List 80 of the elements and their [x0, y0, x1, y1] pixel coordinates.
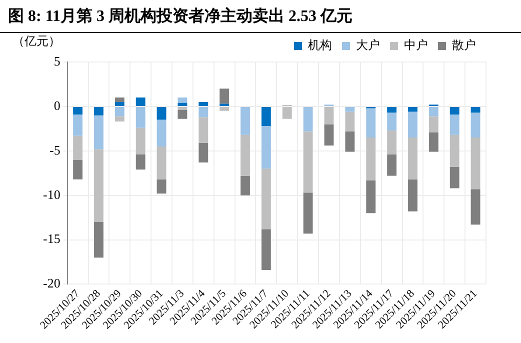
bar	[450, 166, 460, 188]
bar	[450, 106, 460, 114]
bar	[408, 112, 418, 138]
bar	[261, 126, 271, 169]
bar	[470, 106, 480, 113]
bar	[94, 222, 104, 258]
bar	[387, 106, 397, 113]
y-tick-label: -10	[42, 186, 60, 202]
bar	[240, 106, 250, 135]
bar	[156, 146, 166, 180]
bar	[220, 106, 230, 111]
bar	[408, 138, 418, 180]
y-tick-label: 0	[54, 98, 60, 113]
legend-label: 机构	[308, 38, 332, 52]
bar	[94, 106, 104, 116]
bar	[114, 102, 124, 106]
legend-label: 大户	[356, 38, 380, 52]
bar	[387, 112, 397, 130]
bar	[450, 114, 460, 135]
bar	[240, 176, 250, 196]
y-axis-title: （亿元）	[12, 34, 60, 48]
bar	[156, 120, 166, 146]
bar	[178, 106, 188, 110]
bar	[156, 179, 166, 194]
bar	[366, 138, 376, 180]
y-tick-label: 5	[54, 53, 60, 68]
bar	[387, 130, 397, 154]
bar	[240, 134, 250, 176]
bar	[324, 124, 334, 146]
bar	[114, 98, 124, 102]
y-tick-label: -20	[42, 276, 60, 291]
bar	[408, 179, 418, 212]
bar	[366, 108, 376, 138]
bar	[114, 106, 124, 116]
bar	[303, 192, 313, 234]
bar	[345, 131, 355, 152]
bar	[303, 131, 313, 193]
bar	[345, 112, 355, 132]
bar	[73, 160, 83, 180]
bar	[450, 134, 460, 167]
bar	[366, 180, 376, 214]
bar	[470, 138, 480, 190]
bar	[136, 106, 146, 128]
legend-label: 中户	[404, 38, 428, 52]
bar	[261, 168, 271, 230]
bar	[261, 229, 271, 270]
bar	[220, 88, 230, 104]
chart-title: 图 8: 11月第 3 周机构投资者净主动卖出 2.53 亿元	[7, 6, 354, 27]
bar	[136, 128, 146, 154]
bar	[198, 106, 208, 118]
bar	[470, 189, 480, 225]
bar	[303, 106, 313, 132]
bar	[198, 117, 208, 143]
bar	[136, 154, 146, 170]
bar	[73, 136, 83, 160]
y-tick-label: -5	[49, 142, 60, 158]
bar	[345, 106, 355, 112]
bar	[136, 98, 146, 106]
bar	[178, 110, 188, 119]
bar	[178, 102, 188, 106]
bar	[387, 154, 397, 176]
bar	[114, 116, 124, 122]
bar	[94, 149, 104, 222]
bar	[282, 106, 292, 119]
bar	[198, 142, 208, 162]
bar	[261, 106, 271, 126]
bar	[470, 112, 480, 138]
bar	[428, 116, 438, 132]
bar	[94, 115, 104, 150]
bar	[73, 114, 83, 136]
legend-label: 散户	[452, 38, 476, 52]
bar	[178, 98, 188, 103]
bar	[198, 102, 208, 106]
bar	[156, 106, 166, 120]
bar	[73, 106, 83, 114]
bar	[408, 106, 418, 112]
y-tick-label: -15	[42, 231, 60, 246]
bar	[324, 106, 334, 124]
bar	[428, 106, 438, 116]
bar	[428, 132, 438, 152]
